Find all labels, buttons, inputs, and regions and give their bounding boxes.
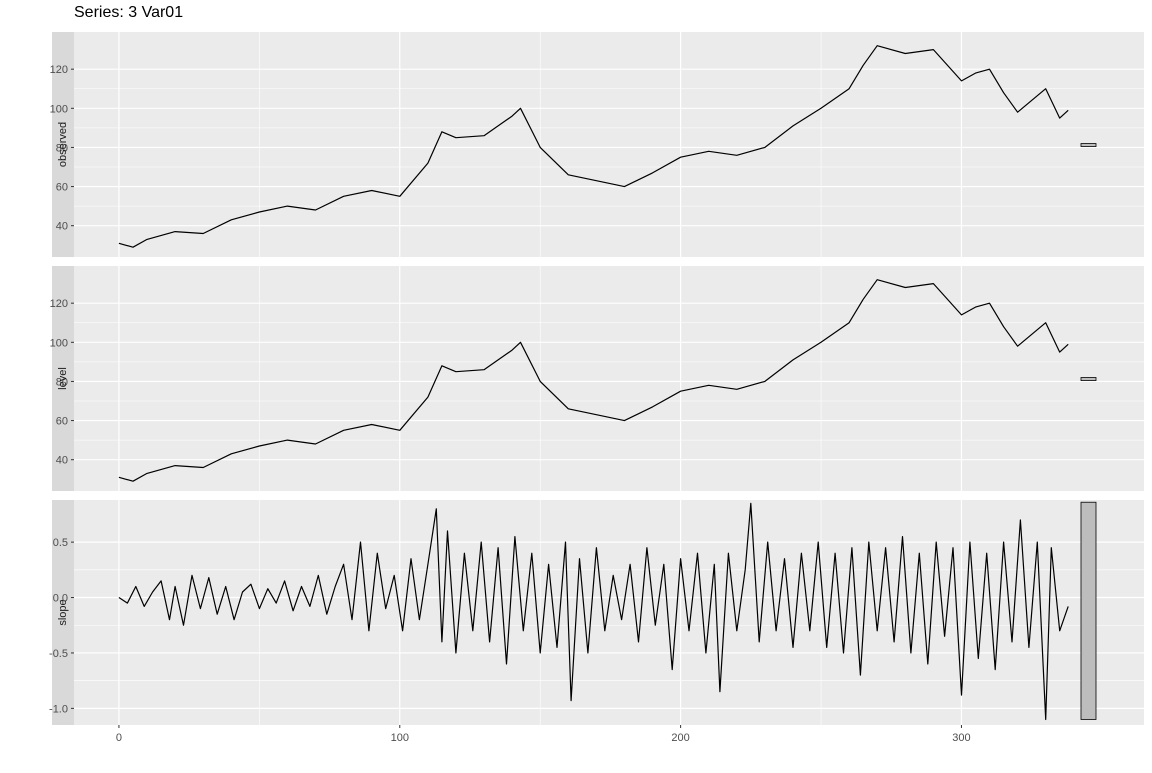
panel-strip	[52, 500, 74, 725]
chart-title: Series: 3 Var01	[74, 4, 184, 21]
range-bar	[1080, 143, 1097, 147]
x-tick-label: 0	[116, 732, 122, 744]
range-bar	[1080, 501, 1097, 720]
y-tick-label: 100	[50, 337, 68, 349]
series-line-slope	[118, 502, 1069, 721]
y-tick-label: 80	[56, 376, 68, 388]
y-tick-label: 40	[56, 221, 68, 233]
series-line-observed	[118, 45, 1069, 248]
y-tick-label: 120	[50, 298, 68, 310]
y-tick-label: 40	[56, 455, 68, 467]
y-tick-label: 60	[56, 416, 68, 428]
panel-strip-label: slope	[57, 599, 69, 625]
y-tick-label: 120	[50, 64, 68, 76]
panel-background	[74, 500, 1144, 725]
panel-background	[74, 266, 1144, 491]
y-tick-label: 80	[56, 142, 68, 154]
x-tick-label: 200	[671, 732, 689, 744]
panel-background	[74, 32, 1144, 257]
y-tick-label: 0.0	[53, 593, 68, 605]
range-bar	[1080, 377, 1097, 381]
panel-strip	[52, 32, 74, 257]
series-line-level	[118, 279, 1069, 482]
x-tick-label: 100	[391, 732, 409, 744]
panel-strip	[52, 266, 74, 491]
y-tick-label: 0.5	[53, 537, 68, 549]
y-tick-label: 100	[50, 103, 68, 115]
panel-strip-label: level	[57, 367, 69, 390]
y-tick-label: 60	[56, 182, 68, 194]
y-tick-label: -1.0	[49, 703, 68, 715]
panel-strip-label: observed	[57, 122, 69, 167]
x-tick-label: 300	[952, 732, 970, 744]
y-tick-label: -0.5	[49, 648, 68, 660]
